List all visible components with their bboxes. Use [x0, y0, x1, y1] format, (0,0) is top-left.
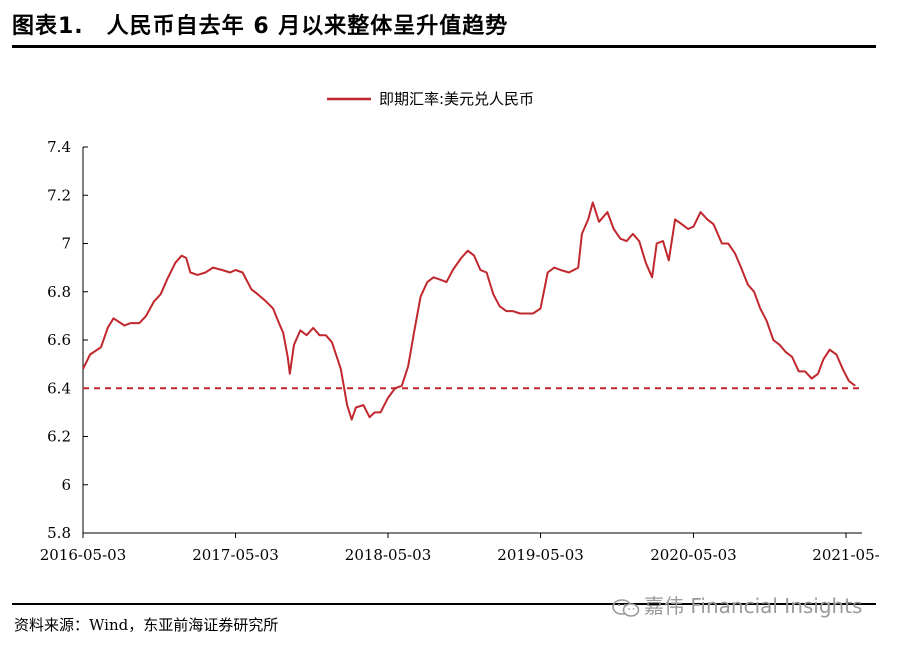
x-tick-label: 2017-05-03: [192, 546, 278, 564]
series-line: [82, 201, 856, 421]
x-tick-label: 2019-05-03: [497, 546, 583, 564]
wechat-icon: [612, 598, 640, 617]
x-tick-label: 2016-05-03: [40, 546, 126, 564]
source-note: 资料来源：Wind，东亚前海证券研究所: [14, 616, 279, 634]
watermark-text: 嘉伟 Financial Insights: [644, 594, 863, 618]
plot-area: [82, 201, 862, 421]
y-tick-label: 6.2: [47, 428, 71, 446]
y-tick-label: 7.2: [47, 186, 71, 204]
title-rule: [12, 45, 876, 48]
x-tick-label: 2020-05-03: [650, 546, 736, 564]
y-tick-label: 7.4: [47, 138, 71, 156]
y-tick-label: 6: [61, 476, 71, 494]
y-tick-label: 6.4: [47, 379, 71, 397]
x-axis: 2016-05-03 2017-05-03 2018-05-03 2019-05-03…: [40, 532, 880, 564]
watermark: 嘉伟 Financial Insights: [612, 590, 862, 619]
y-axis: 5.8 6 6.2 6.4 6.6 6.8 7 7.2 7.4: [47, 138, 88, 542]
footer-rule: [12, 603, 876, 605]
legend-label: 即期汇率:美元兑人民币: [379, 90, 534, 108]
y-tick-label: 5.8: [47, 524, 71, 542]
x-tick-label: 2018-05-03: [345, 546, 431, 564]
y-tick-label: 7: [61, 235, 71, 253]
y-tick-label: 6.6: [47, 331, 71, 349]
chart-title: 图表1. 人民币自去年 6 月以来整体呈升值趋势: [12, 14, 509, 39]
y-tick-label: 6.8: [47, 283, 71, 301]
x-tick-label: 2021-05-: [812, 546, 879, 564]
legend: 即期汇率:美元兑人民币: [327, 90, 534, 108]
